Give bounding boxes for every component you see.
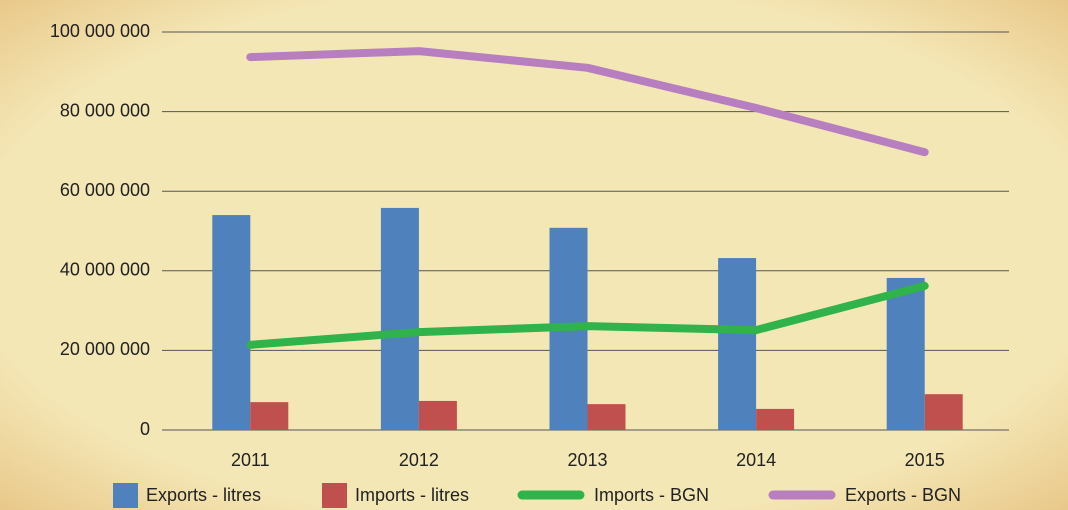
bar bbox=[756, 408, 795, 430]
y-tick-label: 60 000 000 bbox=[60, 180, 150, 200]
legend-label: Exports - BGN bbox=[845, 485, 961, 505]
x-tick-label: 2015 bbox=[905, 450, 945, 470]
bar bbox=[418, 400, 457, 430]
y-tick-label: 40 000 000 bbox=[60, 260, 150, 280]
y-tick-label: 20 000 000 bbox=[60, 339, 150, 359]
bar bbox=[587, 404, 626, 430]
bar bbox=[886, 277, 925, 430]
x-tick-label: 2011 bbox=[231, 450, 270, 470]
bar bbox=[212, 215, 251, 430]
x-tick-label: 2012 bbox=[399, 450, 439, 470]
legend-label: Imports - BGN bbox=[594, 485, 709, 505]
legend-swatch bbox=[322, 483, 347, 508]
x-tick-label: 2013 bbox=[567, 450, 607, 470]
bar bbox=[718, 258, 757, 430]
y-tick-label: 100 000 000 bbox=[50, 21, 150, 41]
legend-label: Imports - litres bbox=[355, 485, 469, 505]
line bbox=[246, 281, 929, 349]
y-tick-label: 80 000 000 bbox=[60, 100, 150, 120]
bar bbox=[380, 207, 419, 430]
line bbox=[246, 47, 929, 157]
legend-swatch bbox=[113, 483, 138, 508]
bar bbox=[250, 402, 289, 430]
legend-label: Exports - litres bbox=[146, 485, 261, 505]
bar bbox=[924, 394, 963, 430]
x-tick-label: 2014 bbox=[736, 450, 776, 470]
y-tick-label: 0 bbox=[140, 419, 150, 439]
